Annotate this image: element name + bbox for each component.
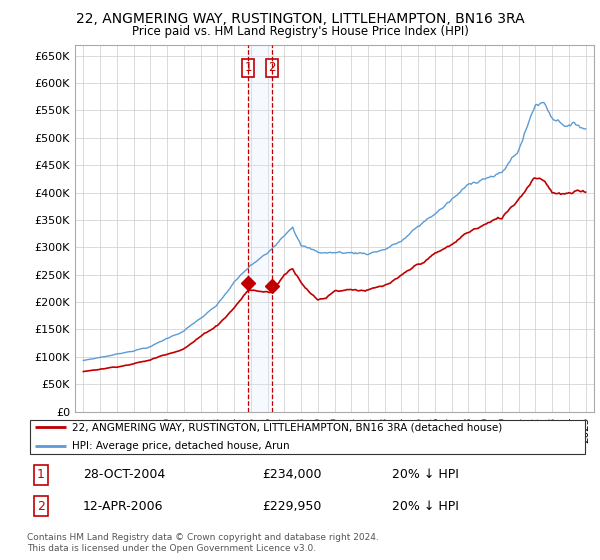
FancyBboxPatch shape bbox=[30, 420, 585, 455]
Text: 28-OCT-2004: 28-OCT-2004 bbox=[83, 468, 166, 481]
Text: £234,000: £234,000 bbox=[263, 468, 322, 481]
Bar bbox=[248, 45, 272, 412]
Text: 22, ANGMERING WAY, RUSTINGTON, LITTLEHAMPTON, BN16 3RA: 22, ANGMERING WAY, RUSTINGTON, LITTLEHAM… bbox=[76, 12, 524, 26]
Text: 2: 2 bbox=[268, 61, 276, 74]
Text: Price paid vs. HM Land Registry's House Price Index (HPI): Price paid vs. HM Land Registry's House … bbox=[131, 25, 469, 38]
Text: £229,950: £229,950 bbox=[263, 500, 322, 512]
Text: 1: 1 bbox=[37, 468, 45, 481]
Text: 20% ↓ HPI: 20% ↓ HPI bbox=[392, 500, 458, 512]
Text: 12-APR-2006: 12-APR-2006 bbox=[83, 500, 164, 512]
Text: 1: 1 bbox=[244, 61, 251, 74]
Text: HPI: Average price, detached house, Arun: HPI: Average price, detached house, Arun bbox=[72, 441, 290, 451]
Text: 2: 2 bbox=[37, 500, 45, 512]
Text: Contains HM Land Registry data © Crown copyright and database right 2024.
This d: Contains HM Land Registry data © Crown c… bbox=[27, 533, 379, 553]
Text: 22, ANGMERING WAY, RUSTINGTON, LITTLEHAMPTON, BN16 3RA (detached house): 22, ANGMERING WAY, RUSTINGTON, LITTLEHAM… bbox=[72, 422, 502, 432]
Text: 20% ↓ HPI: 20% ↓ HPI bbox=[392, 468, 458, 481]
